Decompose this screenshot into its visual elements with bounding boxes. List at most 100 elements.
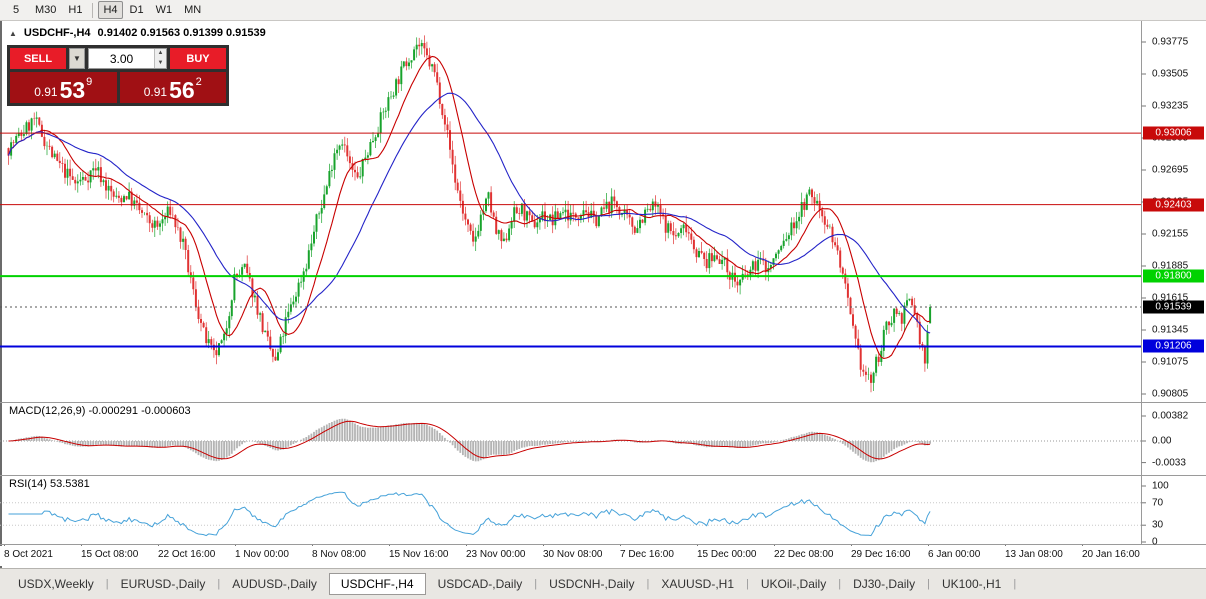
buy-price-big: 56 — [169, 77, 195, 103]
macd-histogram — [10, 418, 931, 463]
price-level-label: 0.92403 — [1143, 198, 1204, 212]
chart-symbol-label: USDCHF-,H4 — [23, 27, 91, 39]
tab-usdx-weekly[interactable]: USDX,Weekly — [18, 577, 94, 591]
time-axis-label: 22 Oct 16:00 — [158, 549, 216, 560]
price-axis-tick: 0.93775 — [1152, 36, 1189, 48]
volume-spinner[interactable]: ▲ ▼ — [154, 49, 166, 68]
tab-usdcnh-daily[interactable]: USDCNH-,Daily — [549, 577, 635, 591]
rsi-axis-tick: 100 — [1152, 480, 1169, 492]
timeframe-m5-button[interactable]: 5 — [12, 4, 20, 16]
price-axis-tick: 0.91885 — [1152, 260, 1189, 272]
buy-price-display[interactable]: 0.91 56 2 — [119, 72, 226, 103]
volume-down-icon[interactable]: ▼ — [155, 58, 166, 68]
sell-price-prefix: 0.91 — [34, 85, 58, 99]
tab-uk100-h1[interactable]: UK100-,H1 — [941, 577, 1002, 591]
price-axis-tick: 0.91615 — [1152, 292, 1189, 304]
time-axis-label: 29 Dec 16:00 — [851, 549, 911, 560]
price-axis-tick: 0.91345 — [1152, 324, 1189, 336]
price-axis-tick: 0.92695 — [1152, 164, 1189, 176]
price-axis-tick: 0.90805 — [1152, 388, 1189, 400]
time-axis-label: 15 Nov 16:00 — [389, 549, 449, 560]
tab-separator: | — [1013, 578, 1017, 590]
price-level-label: 0.91800 — [1143, 269, 1204, 283]
time-axis-label: 23 Nov 00:00 — [466, 549, 526, 560]
price-level-label: 0.91206 — [1143, 339, 1204, 353]
toolbar-separator — [92, 2, 94, 18]
sell-price-display[interactable]: 0.91 53 9 — [10, 72, 117, 103]
timeframe-w1-button[interactable]: W1 — [155, 4, 173, 16]
chart-ohlc-values: 0.91402 0.91563 0.91399 0.91539 — [97, 27, 266, 39]
price-axis-tick: 0.93505 — [1152, 68, 1189, 80]
rsi-label: RSI(14) 53.5381 — [9, 478, 90, 490]
timeframe-m30-button[interactable]: M30 — [35, 4, 57, 16]
time-axis-label: 8 Nov 08:00 — [312, 549, 366, 560]
rsi-line — [8, 491, 931, 537]
buy-price-prefix: 0.91 — [143, 85, 168, 99]
tab-separator: | — [105, 578, 109, 590]
time-axis-label: 7 Dec 16:00 — [620, 549, 674, 560]
macd-signal-line — [8, 420, 931, 460]
tab-eurusd-daily[interactable]: EURUSD-,Daily — [120, 577, 206, 591]
buy-price-pip: 2 — [195, 76, 202, 88]
one-click-trading-panel: SELL ▼ 3.00 ▲ ▼ BUY 0.91 53 9 0.91 56 2 — [7, 45, 229, 106]
tab-separator: | — [646, 578, 650, 590]
current-price-label: 0.91539 — [1143, 300, 1204, 314]
chevron-down-icon: ▼ — [73, 54, 81, 63]
time-axis-label: 1 Nov 00:00 — [235, 549, 289, 560]
time-axis[interactable]: 8 Oct 2021 15 Oct 08:00 22 Oct 16:00 1 Nov … — [0, 546, 1206, 566]
macd-axis-tick: 0.00382 — [1152, 410, 1189, 422]
chart-title: ▲ USDCHF-,H4 0.91402 0.91563 0.91399 0.9… — [9, 27, 266, 39]
volume-up-icon[interactable]: ▲ — [155, 49, 166, 59]
sell-price-big: 53 — [59, 77, 86, 103]
tab-dj30-daily[interactable]: DJ30-,Daily — [853, 577, 916, 591]
time-axis-label: 8 Oct 2021 — [4, 549, 53, 560]
buy-button[interactable]: BUY — [170, 48, 226, 69]
sell-price-pip: 9 — [86, 76, 93, 88]
tab-separator: | — [746, 578, 749, 590]
macd-label: MACD(12,26,9) -0.000291 -0.000603 — [9, 405, 191, 417]
time-axis-label: 20 Jan 16:00 — [1082, 549, 1140, 560]
rsi-layer — [0, 491, 1141, 537]
time-axis-label: 30 Nov 08:00 — [543, 549, 603, 560]
volume-field[interactable]: 3.00 ▲ ▼ — [88, 48, 167, 69]
tab-usdchf-h4[interactable]: USDCHF-,H4 — [328, 573, 426, 595]
tab-ukoil-daily[interactable]: UKOil-,Daily — [760, 577, 827, 591]
sell-button[interactable]: SELL — [10, 48, 66, 69]
tab-separator: | — [838, 578, 842, 590]
price-level-label: 0.93006 — [1143, 126, 1204, 140]
ma-fast-line — [7, 55, 931, 359]
timeframe-toolbar: 5 M30 H1 H4 D1 W1 MN — [0, 0, 1206, 21]
volume-dropdown-button[interactable]: ▼ — [69, 48, 85, 69]
tab-xauusd-h1[interactable]: XAUUSD-,H1 — [661, 577, 734, 591]
timeframe-d1-button[interactable]: D1 — [129, 4, 144, 16]
timeframe-h1-button[interactable]: H1 — [68, 4, 83, 16]
tab-usdcad-daily[interactable]: USDCAD-,Daily — [437, 577, 523, 591]
chart-collapse-icon[interactable]: ▲ — [9, 28, 17, 38]
tab-separator: | — [534, 578, 538, 590]
chart-tab-bar: USDX,Weekly | EURUSD-,Daily | AUDUSD-,Dail… — [0, 568, 1206, 599]
rsi-axis-tick: 0 — [1152, 536, 1158, 548]
rsi-axis-tick: 70 — [1152, 497, 1164, 509]
time-axis-label: 15 Oct 08:00 — [81, 549, 139, 560]
time-axis-label: 22 Dec 08:00 — [774, 549, 834, 560]
time-axis-label: 15 Dec 00:00 — [697, 549, 757, 560]
tab-audusd-daily[interactable]: AUDUSD-,Daily — [232, 577, 317, 591]
candles-layer — [7, 35, 932, 393]
timeframe-h4-button[interactable]: H4 — [98, 1, 123, 19]
price-axis[interactable]: 0.937750.935050.932350.929650.926950.924… — [1141, 0, 1206, 548]
macd-layer — [0, 418, 1141, 463]
rsi-axis-tick: 30 — [1152, 519, 1164, 531]
timeframe-mn-button[interactable]: MN — [184, 4, 202, 16]
tab-separator: | — [217, 578, 221, 590]
tab-separator: | — [927, 578, 930, 590]
macd-axis-tick: 0.00 — [1152, 435, 1172, 447]
price-axis-tick: 0.93235 — [1152, 100, 1189, 112]
price-axis-tick: 0.91075 — [1152, 356, 1189, 368]
time-axis-label: 6 Jan 00:00 — [928, 549, 981, 560]
price-axis-tick: 0.92155 — [1152, 228, 1189, 240]
time-axis-label: 13 Jan 08:00 — [1005, 549, 1063, 560]
macd-axis-tick: -0.0033 — [1152, 457, 1186, 469]
volume-value[interactable]: 3.00 — [109, 51, 134, 66]
